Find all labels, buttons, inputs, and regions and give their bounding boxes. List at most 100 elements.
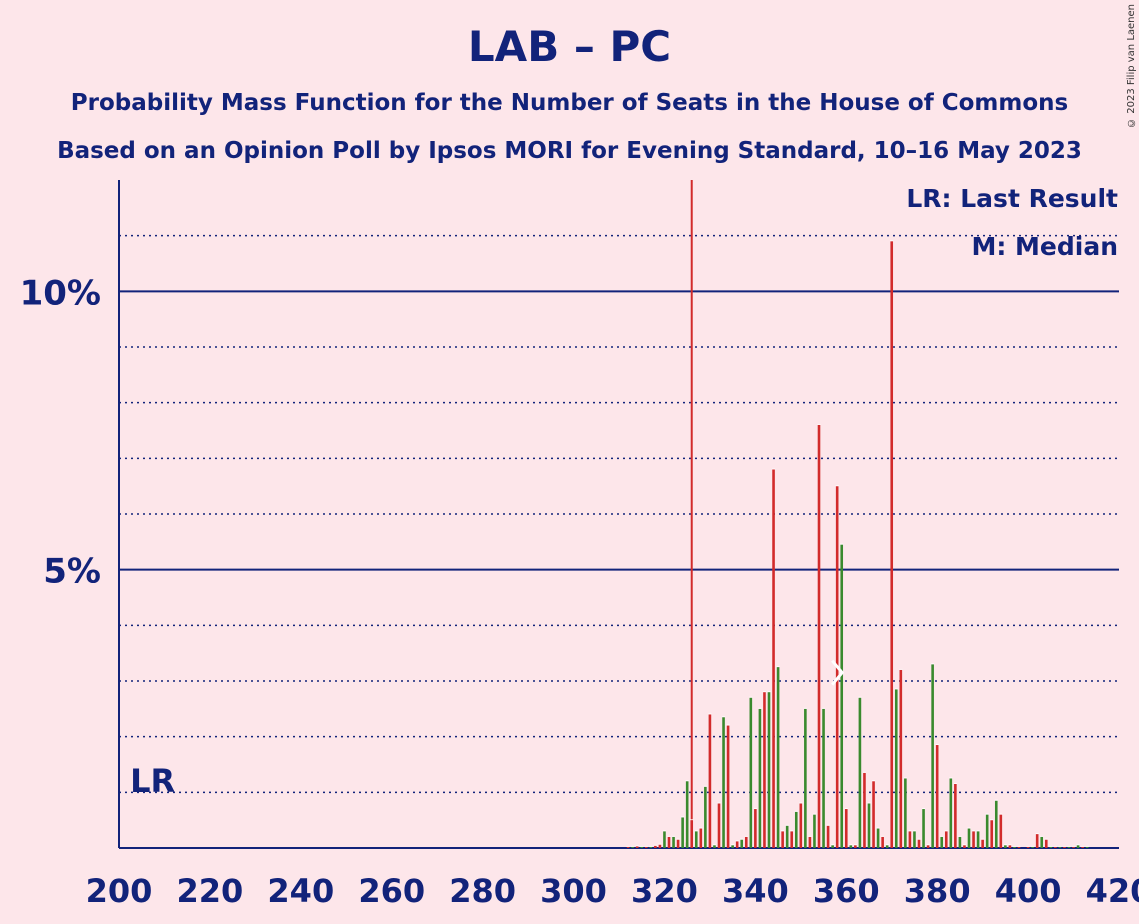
- bar-cap: [744, 835, 748, 837]
- bar-cap: [935, 744, 939, 746]
- bar-red: [754, 809, 757, 848]
- bar-green: [1004, 845, 1007, 848]
- bar-cap: [681, 816, 685, 818]
- bar-green: [1040, 836, 1044, 848]
- bar-cap: [635, 845, 639, 847]
- bar-green: [967, 828, 971, 848]
- legend-last-result: LR: Last Result: [906, 184, 1118, 213]
- bar-red: [726, 725, 730, 848]
- bar-cap: [1003, 844, 1007, 846]
- bar-red: [1017, 846, 1021, 848]
- x-tick-label: 300: [540, 872, 607, 910]
- bar-cap: [1049, 845, 1053, 847]
- bar-cap: [631, 845, 635, 847]
- bar-cap: [653, 844, 657, 846]
- bar-cap: [917, 838, 921, 840]
- bar-cap: [981, 838, 985, 840]
- bar-red: [817, 424, 821, 848]
- bar-green: [913, 831, 916, 848]
- bar-cap: [731, 844, 735, 846]
- x-tick-label: 400: [995, 872, 1062, 910]
- bar-green: [776, 667, 780, 848]
- bar-red: [1026, 846, 1030, 848]
- bar-red: [954, 783, 957, 848]
- bar-cap: [640, 845, 644, 847]
- bar-cap: [821, 707, 826, 709]
- bar-cap: [726, 724, 730, 726]
- bar-cap: [758, 707, 762, 709]
- bar-green: [767, 692, 771, 848]
- bar-cap: [1058, 845, 1062, 847]
- bar-cap: [721, 716, 726, 718]
- bar-cap: [871, 780, 876, 782]
- bar-green: [840, 544, 844, 848]
- x-tick-label: 340: [722, 872, 789, 910]
- bar-cap: [881, 835, 885, 837]
- bar-cap: [1085, 845, 1089, 847]
- bar-red: [772, 469, 775, 848]
- bar-red: [981, 839, 984, 848]
- bar-cap: [976, 830, 980, 832]
- bar-red: [826, 825, 830, 848]
- bar-red: [626, 846, 630, 848]
- bar-cap: [894, 688, 898, 690]
- bar-green: [1085, 846, 1089, 848]
- bar-red: [881, 836, 884, 848]
- bar-red: [735, 841, 739, 848]
- bar-cap: [885, 844, 889, 846]
- bar-cap: [781, 830, 785, 832]
- bar-cap: [771, 468, 776, 470]
- bar-cap: [740, 838, 744, 840]
- bar-green: [794, 811, 798, 848]
- bar-cap: [826, 824, 830, 826]
- bar-red: [844, 809, 848, 848]
- bar-green: [1058, 846, 1062, 848]
- bar-cap: [712, 844, 717, 846]
- bar-cap: [762, 691, 767, 693]
- bar-cap: [671, 835, 676, 837]
- bar-cap: [994, 799, 998, 801]
- bar-cap: [735, 840, 739, 842]
- bar-red: [699, 828, 703, 848]
- bar-red: [1035, 834, 1039, 848]
- bar-cap: [990, 819, 994, 821]
- bar-cap: [626, 845, 630, 847]
- bar-cap: [867, 802, 871, 804]
- bar-cap: [649, 845, 653, 847]
- bar-green: [749, 697, 753, 848]
- bar-cap: [699, 827, 703, 829]
- bar-red: [872, 781, 875, 848]
- bar-red: [744, 836, 748, 848]
- bar-cap: [853, 844, 857, 846]
- bar-green: [649, 846, 653, 848]
- bar-cap: [1040, 835, 1044, 837]
- legend-median: M: Median: [971, 232, 1118, 261]
- bar-red: [854, 845, 857, 848]
- median-marker-icon: [831, 659, 845, 686]
- bar-cap: [953, 782, 957, 784]
- bar-green: [949, 778, 953, 848]
- bar-red: [658, 844, 662, 848]
- bar-green: [672, 836, 675, 848]
- x-tick-label: 280: [449, 872, 516, 910]
- bar-cap: [858, 696, 862, 698]
- bar-cap: [876, 827, 880, 829]
- bar-green: [722, 717, 725, 848]
- bar-red: [781, 831, 784, 848]
- bar-cap: [1044, 838, 1048, 840]
- bar-cap: [1026, 845, 1030, 847]
- bar-red: [1072, 846, 1075, 848]
- bar-cap: [658, 843, 662, 845]
- bar-green: [663, 831, 666, 848]
- bar-green: [904, 778, 907, 848]
- bar-red: [926, 845, 930, 848]
- bar-cap: [776, 666, 780, 668]
- bar-green: [831, 845, 834, 848]
- bar-green: [822, 708, 825, 848]
- bar-green: [685, 781, 689, 848]
- bar-cap: [831, 844, 835, 846]
- bar-red: [654, 845, 657, 848]
- bar-red: [808, 836, 812, 848]
- bar-green: [876, 828, 880, 848]
